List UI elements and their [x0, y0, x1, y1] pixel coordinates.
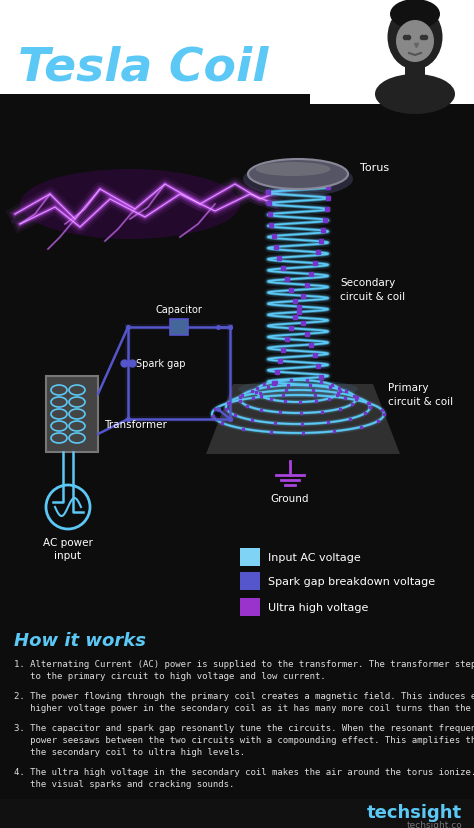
Text: AC power
input: AC power input — [43, 537, 93, 561]
Bar — [405, 65, 425, 85]
Bar — [240, 572, 260, 590]
Text: 4. The ultra high voltage in the secondary coil makes the air around the torus i: 4. The ultra high voltage in the seconda… — [14, 767, 474, 776]
Bar — [0, 799, 474, 828]
Text: Ultra high voltage: Ultra high voltage — [268, 602, 368, 612]
Text: 3. The capacitor and spark gap resonantly tune the circuits. When the resonant f: 3. The capacitor and spark gap resonantl… — [14, 723, 474, 732]
Text: Input AC voltage: Input AC voltage — [268, 552, 361, 562]
Text: the visual sparks and cracking sounds.: the visual sparks and cracking sounds. — [14, 779, 234, 788]
Text: Torus: Torus — [360, 163, 389, 173]
Text: techsight: techsight — [367, 803, 462, 821]
Bar — [46, 377, 98, 452]
Ellipse shape — [396, 21, 434, 63]
Ellipse shape — [375, 75, 455, 115]
Ellipse shape — [388, 6, 443, 70]
Text: Transformer: Transformer — [104, 420, 167, 430]
Ellipse shape — [390, 0, 440, 30]
Bar — [170, 320, 188, 335]
Bar — [240, 599, 260, 616]
Text: Secondary
circuit & coil: Secondary circuit & coil — [340, 277, 405, 301]
Polygon shape — [206, 384, 400, 455]
Text: the secondary coil to ultra high levels.: the secondary coil to ultra high levels. — [14, 747, 245, 756]
Ellipse shape — [243, 162, 353, 197]
Text: Spark gap breakdown voltage: Spark gap breakdown voltage — [268, 576, 435, 586]
Text: power seesaws between the two circuits with a compounding effect. This amplifies: power seesaws between the two circuits w… — [14, 735, 474, 744]
Text: Capacitor: Capacitor — [155, 305, 202, 315]
Bar — [310, 0, 474, 105]
Text: How it works: How it works — [14, 631, 146, 649]
Ellipse shape — [248, 160, 348, 190]
Text: Spark gap: Spark gap — [136, 359, 185, 368]
Bar — [240, 548, 260, 566]
Text: Tesla Coil: Tesla Coil — [18, 46, 268, 90]
Text: higher voltage power in the secondary coil as it has many more coil turns than t: higher voltage power in the secondary co… — [14, 703, 474, 712]
Text: Ground: Ground — [271, 493, 309, 503]
Ellipse shape — [238, 381, 358, 398]
Text: Primary
circuit & coil: Primary circuit & coil — [388, 383, 453, 407]
Bar — [0, 0, 474, 95]
Text: to the primary circuit to high voltage and low current.: to the primary circuit to high voltage a… — [14, 672, 326, 680]
Text: 1. Alternating Current (AC) power is supplied to the transformer. The transforme: 1. Alternating Current (AC) power is sup… — [14, 659, 474, 668]
Ellipse shape — [255, 163, 330, 177]
Text: 2. The power flowing through the primary coil creates a magnetic field. This ind: 2. The power flowing through the primary… — [14, 691, 474, 700]
Ellipse shape — [20, 170, 240, 240]
Text: techsight.co: techsight.co — [406, 821, 462, 828]
